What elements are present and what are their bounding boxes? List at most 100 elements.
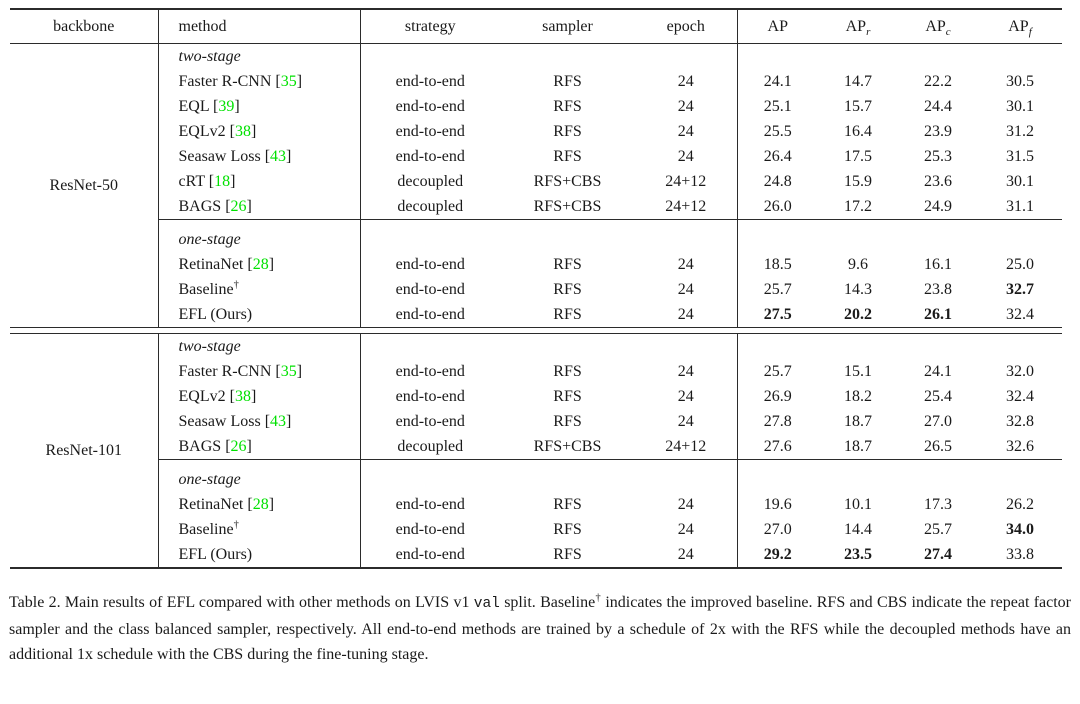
section-title: one-stage bbox=[157, 459, 360, 492]
sampler-cell: RFS bbox=[553, 545, 582, 563]
citation-link[interactable]: 35 bbox=[280, 362, 297, 380]
table-row: Faster R-CNN [35] end-to-end RFS 24 24.1 14.7… bbox=[10, 69, 1062, 94]
citation-link[interactable]: 35 bbox=[280, 72, 297, 90]
sampler-cell: RFS bbox=[553, 495, 582, 513]
metric-cell: 17.2 bbox=[844, 197, 872, 215]
metric-cell: 24.9 bbox=[924, 197, 952, 215]
metric-cell: 14.3 bbox=[844, 280, 872, 298]
empty-cell bbox=[635, 334, 737, 360]
metric-cell: 25.5 bbox=[736, 119, 818, 144]
metric-cell: 30.5 bbox=[1006, 72, 1034, 90]
strategy-cell: decoupled bbox=[359, 169, 500, 194]
empty-cell bbox=[978, 459, 1062, 492]
citation-link[interactable]: 26 bbox=[230, 437, 247, 455]
metric-cell: 9.6 bbox=[848, 255, 868, 273]
metric-cell: 18.7 bbox=[844, 437, 872, 455]
metric-cell: 26.4 bbox=[736, 144, 818, 169]
sampler-cell: RFS+CBS bbox=[533, 197, 602, 215]
citation-link[interactable]: 26 bbox=[230, 197, 247, 215]
empty-cell bbox=[359, 459, 500, 492]
metric-cell: 16.1 bbox=[924, 255, 952, 273]
column-header-ap-c: APc bbox=[898, 8, 978, 44]
metric-cell: 24.4 bbox=[924, 97, 952, 115]
sampler-cell: RFS bbox=[553, 147, 582, 165]
strategy-cell: end-to-end bbox=[359, 144, 500, 169]
metric-cell: 32.4 bbox=[1006, 387, 1034, 405]
citation-link[interactable]: 28 bbox=[252, 255, 269, 273]
dagger-mark: † bbox=[233, 279, 239, 291]
metric-cell: 25.7 bbox=[736, 359, 818, 384]
metric-cell: 18.2 bbox=[844, 387, 872, 405]
metric-cell: 25.0 bbox=[1006, 255, 1034, 273]
citation-link[interactable]: 39 bbox=[218, 97, 235, 115]
epoch-cell: 24 bbox=[677, 362, 694, 380]
empty-cell bbox=[818, 459, 898, 492]
column-header-sampler: sampler bbox=[500, 8, 635, 44]
epoch-cell: 24+12 bbox=[665, 197, 707, 215]
epoch-cell: 24 bbox=[677, 412, 694, 430]
table-row: EQLv2 [38] end-to-end RFS 24 25.5 16.4 23.9 31.… bbox=[10, 119, 1062, 144]
metric-cell: 20.2 bbox=[844, 305, 872, 323]
sampler-cell: RFS bbox=[553, 362, 582, 380]
sampler-cell: RFS bbox=[553, 255, 582, 273]
table-row: BAGS [26] decoupled RFS+CBS 24+12 27.6 18.7 26… bbox=[10, 434, 1062, 460]
method-cell: Faster R-CNN [35] bbox=[157, 69, 360, 94]
section-title-row: one-stage bbox=[10, 219, 1062, 252]
results-table: backbone method strategy sampler epoch AP APr A… bbox=[10, 8, 1062, 569]
sampler-cell: RFS bbox=[553, 97, 582, 115]
table-row: EQLv2 [38] end-to-end RFS 24 26.9 18.2 25.4 32.… bbox=[10, 384, 1062, 409]
empty-cell bbox=[736, 43, 818, 69]
table-row: Seasaw Loss [43] end-to-end RFS 24 27.8 18.7 2… bbox=[10, 409, 1062, 434]
metric-cell: 25.7 bbox=[736, 277, 818, 302]
citation-link[interactable]: 28 bbox=[252, 495, 269, 513]
mono-text: val bbox=[473, 596, 500, 612]
metric-cell: 14.4 bbox=[844, 520, 872, 538]
empty-cell bbox=[978, 334, 1062, 360]
strategy-cell: decoupled bbox=[359, 194, 500, 220]
method-cell: EFL (Ours) bbox=[157, 302, 360, 328]
metric-cell: 23.5 bbox=[844, 545, 872, 563]
column-header-backbone: backbone bbox=[10, 8, 158, 44]
metric-cell: 26.0 bbox=[736, 194, 818, 220]
column-header-strategy: strategy bbox=[359, 8, 500, 44]
metric-cell: 30.1 bbox=[1006, 172, 1034, 190]
metric-cell: 32.6 bbox=[1006, 437, 1034, 455]
method-cell: Baseline† bbox=[157, 517, 360, 542]
metric-cell: 22.2 bbox=[924, 72, 952, 90]
metric-cell: 23.9 bbox=[924, 122, 952, 140]
sampler-cell: RFS bbox=[553, 72, 582, 90]
citation-link[interactable]: 38 bbox=[234, 387, 251, 405]
strategy-cell: end-to-end bbox=[359, 542, 500, 568]
sampler-cell: RFS bbox=[553, 412, 582, 430]
method-cell: EQL [39] bbox=[157, 94, 360, 119]
method-cell: Seasaw Loss [43] bbox=[157, 409, 360, 434]
metric-cell: 27.0 bbox=[924, 412, 952, 430]
strategy-cell: end-to-end bbox=[359, 119, 500, 144]
citation-link[interactable]: 43 bbox=[270, 147, 287, 165]
metric-cell: 25.7 bbox=[924, 520, 952, 538]
sampler-cell: RFS bbox=[553, 387, 582, 405]
table-row: Seasaw Loss [43] end-to-end RFS 24 26.4 17.5 2… bbox=[10, 144, 1062, 169]
citation-link[interactable]: 38 bbox=[234, 122, 251, 140]
empty-cell bbox=[818, 334, 898, 360]
table-row: EFL (Ours) end-to-end RFS 24 27.5 20.2 26.1 32.… bbox=[10, 302, 1062, 328]
table-row: cRT [18] decoupled RFS+CBS 24+12 24.8 15.9 23.… bbox=[10, 169, 1062, 194]
metric-cell: 31.1 bbox=[1006, 197, 1034, 215]
metric-cell: 26.5 bbox=[924, 437, 952, 455]
citation-link[interactable]: 43 bbox=[270, 412, 287, 430]
citation-link[interactable]: 18 bbox=[214, 172, 231, 190]
table-row: Faster R-CNN [35] end-to-end RFS 24 25.7 15.1… bbox=[10, 359, 1062, 384]
method-cell: EQLv2 [38] bbox=[157, 384, 360, 409]
empty-cell bbox=[818, 219, 898, 252]
empty-cell bbox=[500, 44, 635, 70]
empty-cell bbox=[736, 459, 818, 492]
metric-cell: 15.1 bbox=[844, 362, 872, 380]
backbone-label: ResNet-101 bbox=[45, 441, 122, 459]
epoch-cell: 24+12 bbox=[665, 437, 707, 455]
epoch-cell: 24 bbox=[677, 122, 694, 140]
dagger-mark: † bbox=[233, 519, 239, 531]
strategy-cell: end-to-end bbox=[359, 492, 500, 517]
method-cell: RetinaNet [28] bbox=[157, 492, 360, 517]
dagger-mark: † bbox=[595, 592, 602, 604]
section-title-row: ResNet-101 two-stage bbox=[10, 333, 1062, 459]
